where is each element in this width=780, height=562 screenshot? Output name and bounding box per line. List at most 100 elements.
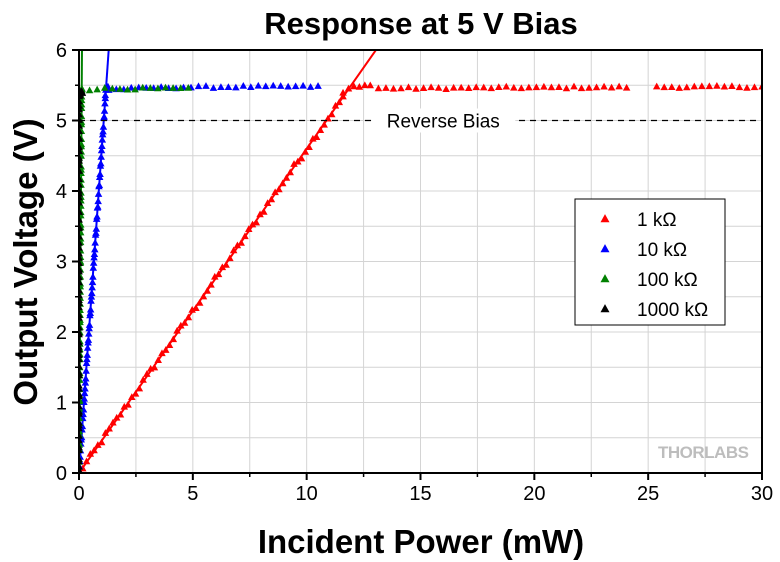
- data-point: [161, 83, 170, 91]
- data-point: [750, 83, 759, 91]
- data-point: [101, 99, 109, 107]
- data-point: [457, 83, 465, 91]
- data-point: [150, 363, 159, 371]
- data-point: [85, 329, 93, 337]
- data-point: [720, 82, 729, 90]
- data-point: [90, 253, 98, 261]
- data-point: [344, 84, 353, 92]
- data-point: [124, 400, 132, 408]
- data-point: [89, 272, 97, 280]
- data-point: [660, 83, 668, 91]
- data-point: [169, 335, 178, 343]
- data-point: [86, 450, 95, 457]
- data-point: [209, 84, 218, 91]
- data-point: [101, 91, 110, 99]
- series-1: [79, 50, 322, 473]
- data-point: [698, 82, 706, 90]
- y-tick-label: 0: [56, 463, 67, 485]
- data-point: [87, 292, 96, 300]
- data-point: [479, 83, 488, 91]
- data-point: [495, 83, 503, 91]
- data-point: [577, 84, 586, 92]
- data-point: [713, 81, 721, 89]
- data-point: [127, 83, 136, 91]
- legend-entry: 10 kΩ: [637, 240, 687, 261]
- chart-title: Response at 5 V Bias: [264, 6, 578, 41]
- data-point: [84, 336, 93, 343]
- data-point: [271, 188, 279, 196]
- data-point: [335, 98, 344, 106]
- data-point: [339, 88, 347, 96]
- data-point: [93, 212, 101, 220]
- data-point: [83, 351, 92, 358]
- legend-entry: 1000 kΩ: [637, 300, 708, 321]
- data-point: [331, 101, 340, 109]
- data-point: [241, 232, 249, 240]
- data-point: [267, 195, 276, 203]
- data-point: [217, 83, 225, 90]
- data-point: [339, 92, 347, 100]
- data-point: [222, 260, 230, 268]
- data-point: [585, 84, 593, 91]
- data-point: [79, 140, 86, 148]
- data-point: [382, 84, 390, 91]
- data-point: [86, 305, 95, 313]
- data-point: [275, 185, 283, 193]
- data-point: [232, 83, 240, 91]
- data-point: [109, 418, 117, 426]
- data-point: [203, 286, 211, 294]
- data-point: [218, 263, 227, 271]
- data-point: [79, 89, 87, 96]
- data-point: [404, 83, 413, 91]
- data-point: [419, 84, 428, 91]
- data-point: [97, 159, 105, 167]
- data-point: [705, 82, 714, 90]
- data-point: [138, 83, 147, 91]
- data-point: [510, 83, 518, 91]
- data-point: [177, 321, 185, 329]
- data-point: [79, 97, 84, 105]
- data-point: [195, 298, 204, 306]
- data-point: [81, 378, 90, 386]
- data-point: [120, 402, 129, 410]
- data-point: [188, 305, 196, 313]
- data-point: [361, 81, 369, 89]
- data-point: [154, 356, 162, 364]
- data-point: [105, 424, 113, 432]
- data-point: [82, 374, 90, 382]
- data-point: [397, 84, 405, 92]
- data-point: [389, 84, 398, 92]
- data-point: [94, 190, 103, 197]
- data-point: [176, 84, 185, 92]
- data-point: [540, 82, 548, 90]
- data-point: [165, 341, 174, 348]
- data-point: [305, 143, 313, 151]
- data-point: [312, 133, 321, 140]
- data-point: [85, 86, 94, 94]
- data-point: [442, 85, 450, 92]
- data-point: [261, 82, 270, 90]
- data-point: [98, 135, 107, 143]
- data-point: [487, 84, 495, 92]
- y-axis-label: Output Voltage (V): [7, 118, 44, 405]
- data-point: [276, 82, 285, 89]
- legend-entry: 1 kΩ: [637, 210, 677, 231]
- data-point: [93, 85, 101, 93]
- y-tick-label: 5: [56, 111, 67, 133]
- data-point: [299, 81, 307, 89]
- data-point: [116, 85, 124, 92]
- data-point: [82, 359, 91, 366]
- data-point: [555, 83, 563, 90]
- data-point: [80, 389, 89, 397]
- data-point: [128, 393, 136, 401]
- data-point: [290, 160, 298, 167]
- data-point: [263, 199, 272, 206]
- data-point: [135, 384, 144, 392]
- x-tick-label: 0: [73, 483, 84, 505]
- data-point: [180, 318, 189, 326]
- data-point: [301, 147, 310, 155]
- data-point: [427, 83, 435, 91]
- data-point: [525, 83, 533, 91]
- data-point: [194, 82, 203, 90]
